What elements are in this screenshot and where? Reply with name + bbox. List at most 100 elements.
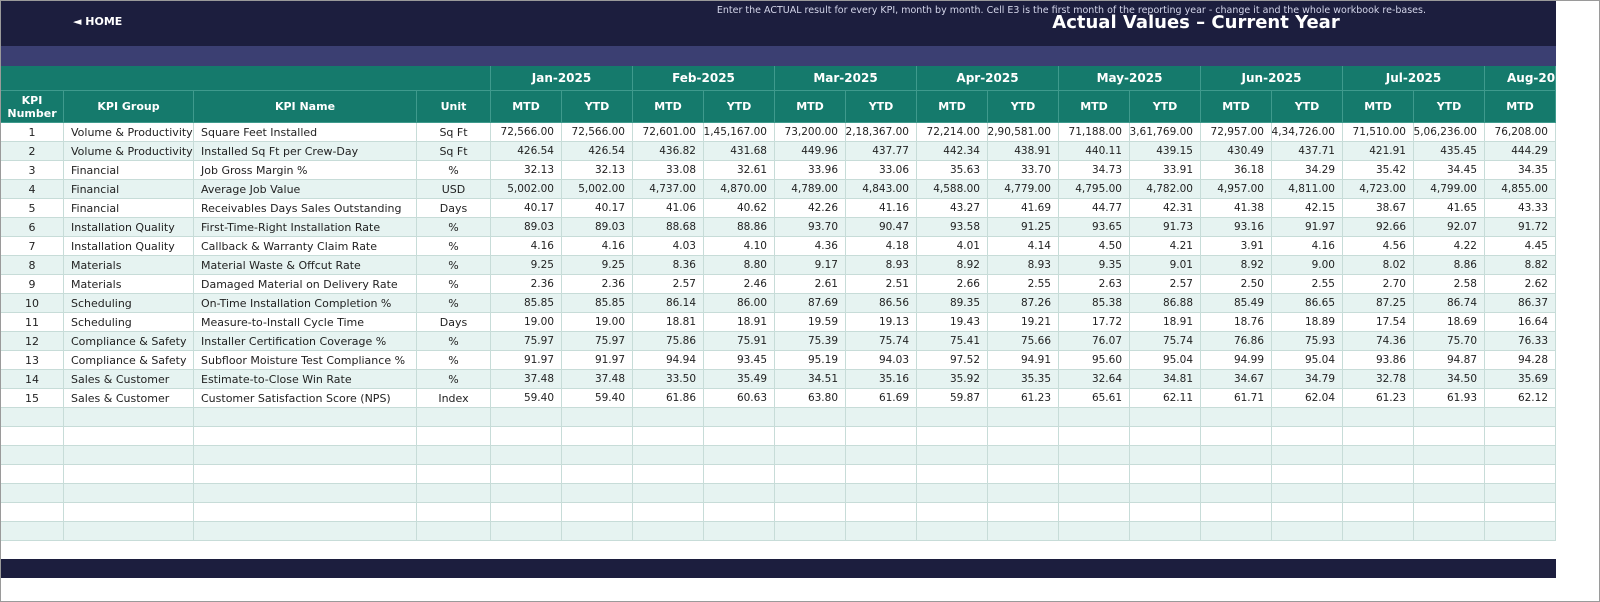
value-cell: [1201, 484, 1272, 503]
value-cell: 71,510.00: [1343, 123, 1414, 142]
value-cell: 2.61: [775, 275, 846, 294]
cell-name: Receivables Days Sales Outstanding: [194, 199, 417, 218]
value-cell: 35.16: [846, 370, 917, 389]
cell-group: Installation Quality: [64, 237, 194, 256]
value-cell: 75.39: [775, 332, 846, 351]
value-cell: [491, 446, 562, 465]
cell-unit: Days: [417, 313, 491, 332]
value-cell: 95.60: [1059, 351, 1130, 370]
value-cell: 442.34: [917, 142, 988, 161]
cell-group: [64, 484, 194, 503]
value-cell: [1414, 408, 1485, 427]
month-header: Apr-2025: [917, 66, 1059, 91]
value-cell: 2.51: [846, 275, 917, 294]
value-cell: 75.86: [633, 332, 704, 351]
value-cell: 2.57: [633, 275, 704, 294]
value-cell: 44.77: [1059, 199, 1130, 218]
value-cell: 86.37: [1485, 294, 1556, 313]
value-cell: [775, 408, 846, 427]
value-cell: [633, 427, 704, 446]
value-cell: 89.03: [562, 218, 633, 237]
value-cell: 8.92: [1201, 256, 1272, 275]
value-cell: 18.69: [1414, 313, 1485, 332]
month-header: Jul-2025: [1343, 66, 1485, 91]
value-cell: 19.43: [917, 313, 988, 332]
value-cell: 4,789.00: [775, 180, 846, 199]
value-cell: [846, 503, 917, 522]
cell-unit: %: [417, 332, 491, 351]
value-cell: 62.11: [1130, 389, 1201, 408]
value-cell: 62.12: [1485, 389, 1556, 408]
value-cell: 4.45: [1485, 237, 1556, 256]
value-cell: [1343, 465, 1414, 484]
value-cell: 421.91: [1343, 142, 1414, 161]
value-cell: 9.35: [1059, 256, 1130, 275]
cell-unit: %: [417, 218, 491, 237]
value-cell: 18.81: [633, 313, 704, 332]
value-cell: 437.77: [846, 142, 917, 161]
value-cell: 86.14: [633, 294, 704, 313]
value-cell: 34.81: [1130, 370, 1201, 389]
value-cell: 40.17: [491, 199, 562, 218]
value-cell: 34.29: [1272, 161, 1343, 180]
value-cell: 4.22: [1414, 237, 1485, 256]
value-cell: 42.31: [1130, 199, 1201, 218]
value-cell: 437.71: [1272, 142, 1343, 161]
cell-name: Square Feet Installed: [194, 123, 417, 142]
cell-name: Material Waste & Offcut Rate: [194, 256, 417, 275]
value-cell: [704, 484, 775, 503]
value-cell: [917, 408, 988, 427]
sub-header: YTD: [1130, 91, 1201, 123]
value-cell: 18.89: [1272, 313, 1343, 332]
sub-header: MTD: [1059, 91, 1130, 123]
cell-name: [194, 503, 417, 522]
value-cell: 4.50: [1059, 237, 1130, 256]
cell-unit: [417, 522, 491, 541]
value-cell: 4,737.00: [633, 180, 704, 199]
value-cell: [704, 465, 775, 484]
value-cell: 444.29: [1485, 142, 1556, 161]
value-cell: 34.50: [1414, 370, 1485, 389]
cell-group: [64, 408, 194, 427]
cell-name: [194, 446, 417, 465]
value-cell: 61.93: [1414, 389, 1485, 408]
value-cell: [562, 484, 633, 503]
value-cell: [988, 484, 1059, 503]
cell-number: 6: [1, 218, 64, 237]
value-cell: 61.23: [988, 389, 1059, 408]
info-bar: [1, 46, 1556, 66]
value-cell: 2.62: [1485, 275, 1556, 294]
value-cell: 35.35: [988, 370, 1059, 389]
home-button[interactable]: ◄ HOME: [73, 15, 123, 28]
value-cell: [1201, 465, 1272, 484]
value-cell: [1059, 484, 1130, 503]
value-cell: [1130, 446, 1201, 465]
value-cell: [1059, 408, 1130, 427]
value-cell: 94.87: [1414, 351, 1485, 370]
value-cell: 41.69: [988, 199, 1059, 218]
value-cell: [917, 427, 988, 446]
value-cell: [988, 522, 1059, 541]
cell-number: [1, 503, 64, 522]
value-cell: 4,870.00: [704, 180, 775, 199]
value-cell: [1201, 503, 1272, 522]
value-cell: [1059, 446, 1130, 465]
value-cell: 93.58: [917, 218, 988, 237]
value-cell: 18.91: [1130, 313, 1201, 332]
value-cell: 431.68: [704, 142, 775, 161]
value-cell: 91.97: [491, 351, 562, 370]
sub-header: YTD: [1272, 91, 1343, 123]
value-cell: [1485, 484, 1556, 503]
value-cell: 41.16: [846, 199, 917, 218]
value-cell: [633, 465, 704, 484]
cell-number: 4: [1, 180, 64, 199]
value-cell: 35.63: [917, 161, 988, 180]
value-cell: 18.76: [1201, 313, 1272, 332]
value-cell: 85.85: [491, 294, 562, 313]
value-cell: [562, 446, 633, 465]
value-cell: 4.16: [1272, 237, 1343, 256]
value-cell: 1,45,167.00: [704, 123, 775, 142]
value-cell: [562, 465, 633, 484]
value-cell: 2.63: [1059, 275, 1130, 294]
value-cell: 4,957.00: [1201, 180, 1272, 199]
